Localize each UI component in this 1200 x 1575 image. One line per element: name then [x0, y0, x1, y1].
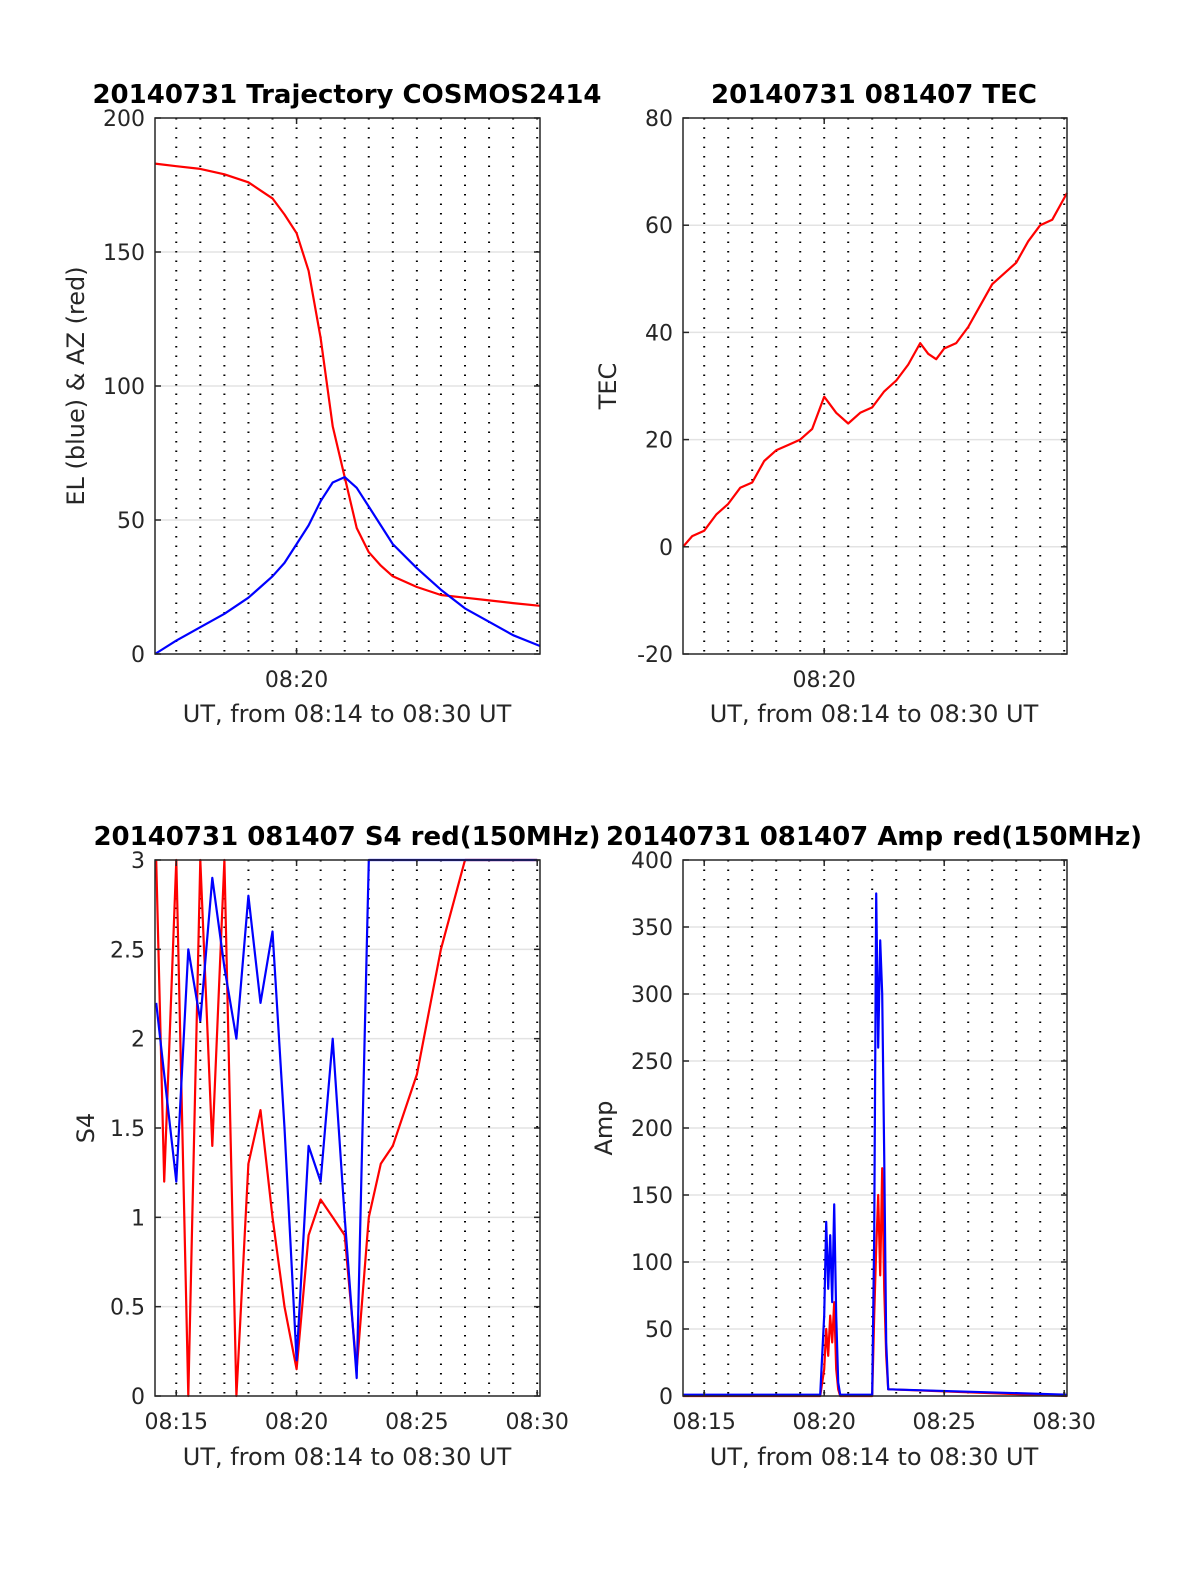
- y-tick-label: 50: [645, 1318, 673, 1343]
- x-axis-label: UT, from 08:14 to 08:30 UT: [710, 700, 1039, 728]
- y-tick-label: 150: [631, 1184, 673, 1209]
- x-tick-label: 08:30: [1032, 1410, 1095, 1435]
- panel-title: 20140731 081407 S4 red(150MHz): [93, 822, 600, 852]
- y-tick-label: 100: [103, 375, 145, 400]
- x-axis-label: UT, from 08:14 to 08:30 UT: [710, 1443, 1039, 1471]
- y-tick-label: 3: [131, 849, 145, 874]
- x-tick-label: 08:30: [505, 1410, 568, 1435]
- y-tick-label: 150: [103, 241, 145, 266]
- y-tick-label: 0: [659, 536, 673, 561]
- x-tick-label: 08:20: [265, 668, 328, 693]
- amp-panel: 20140731 081407 Amp red(150MHz) UT, from…: [590, 822, 1142, 1471]
- x-tick-label: 08:20: [265, 1410, 328, 1435]
- y-tick-label: -20: [637, 643, 673, 668]
- plot-area-frame: [682, 117, 1068, 655]
- y-tick-label: 0: [131, 643, 145, 668]
- y-tick-label: 1.5: [110, 1117, 145, 1142]
- series-line-1: [154, 476, 541, 655]
- x-tick-label: 08:25: [912, 1410, 975, 1435]
- panel-title: 20140731 081407 TEC: [711, 80, 1037, 110]
- y-tick-label: 250: [631, 1050, 673, 1075]
- x-tick-label: 08:20: [792, 668, 855, 693]
- y-tick-label: 2: [131, 1028, 145, 1053]
- x-tick-label: 08:15: [672, 1410, 735, 1435]
- x-tick-label: 08:20: [792, 1410, 855, 1435]
- panel-title: 20140731 Trajectory COSMOS2414: [92, 80, 601, 110]
- x-tick-label: 08:25: [385, 1410, 448, 1435]
- y-tick-label: 50: [117, 509, 145, 534]
- y-tick-label: 400: [631, 849, 673, 874]
- y-tick-label: 20: [645, 429, 673, 454]
- y-tick-label: 2.5: [110, 938, 145, 963]
- y-tick-label: 200: [103, 107, 145, 132]
- series-line-0: [155, 858, 538, 1398]
- series-line-0: [154, 162, 541, 607]
- s4-panel: 20140731 081407 S4 red(150MHz) UT, from …: [72, 822, 601, 1471]
- y-tick-label: 40: [645, 321, 673, 346]
- x-tick-label: 08:15: [145, 1410, 208, 1435]
- y-tick-label: 1: [131, 1206, 145, 1231]
- y-tick-label: 200: [631, 1117, 673, 1142]
- y-tick-label: 0: [659, 1385, 673, 1410]
- x-axis-label: UT, from 08:14 to 08:30 UT: [183, 700, 512, 728]
- y-tick-label: 100: [631, 1251, 673, 1276]
- y-axis-label: EL (blue) & AZ (red): [62, 266, 90, 505]
- y-tick-label: 0.5: [110, 1296, 145, 1321]
- y-axis-label: S4: [72, 1113, 100, 1144]
- x-axis-label: UT, from 08:14 to 08:30 UT: [183, 1443, 512, 1471]
- series-line-1: [683, 892, 1068, 1396]
- y-tick-label: 0: [131, 1385, 145, 1410]
- panel-title: 20140731 081407 Amp red(150MHz): [606, 822, 1142, 852]
- y-tick-label: 60: [645, 214, 673, 239]
- y-axis-label: TEC: [594, 363, 622, 411]
- y-tick-label: 350: [631, 916, 673, 941]
- y-tick-label: 300: [631, 983, 673, 1008]
- series-line-0: [682, 192, 1068, 548]
- tec-panel: 20140731 081407 TEC UT, from 08:14 to 08…: [594, 80, 1068, 728]
- y-tick-label: 80: [645, 107, 673, 132]
- trajectory-panel: 20140731 Trajectory COSMOS2414 UT, from …: [62, 80, 602, 728]
- y-axis-label: Amp: [590, 1100, 618, 1155]
